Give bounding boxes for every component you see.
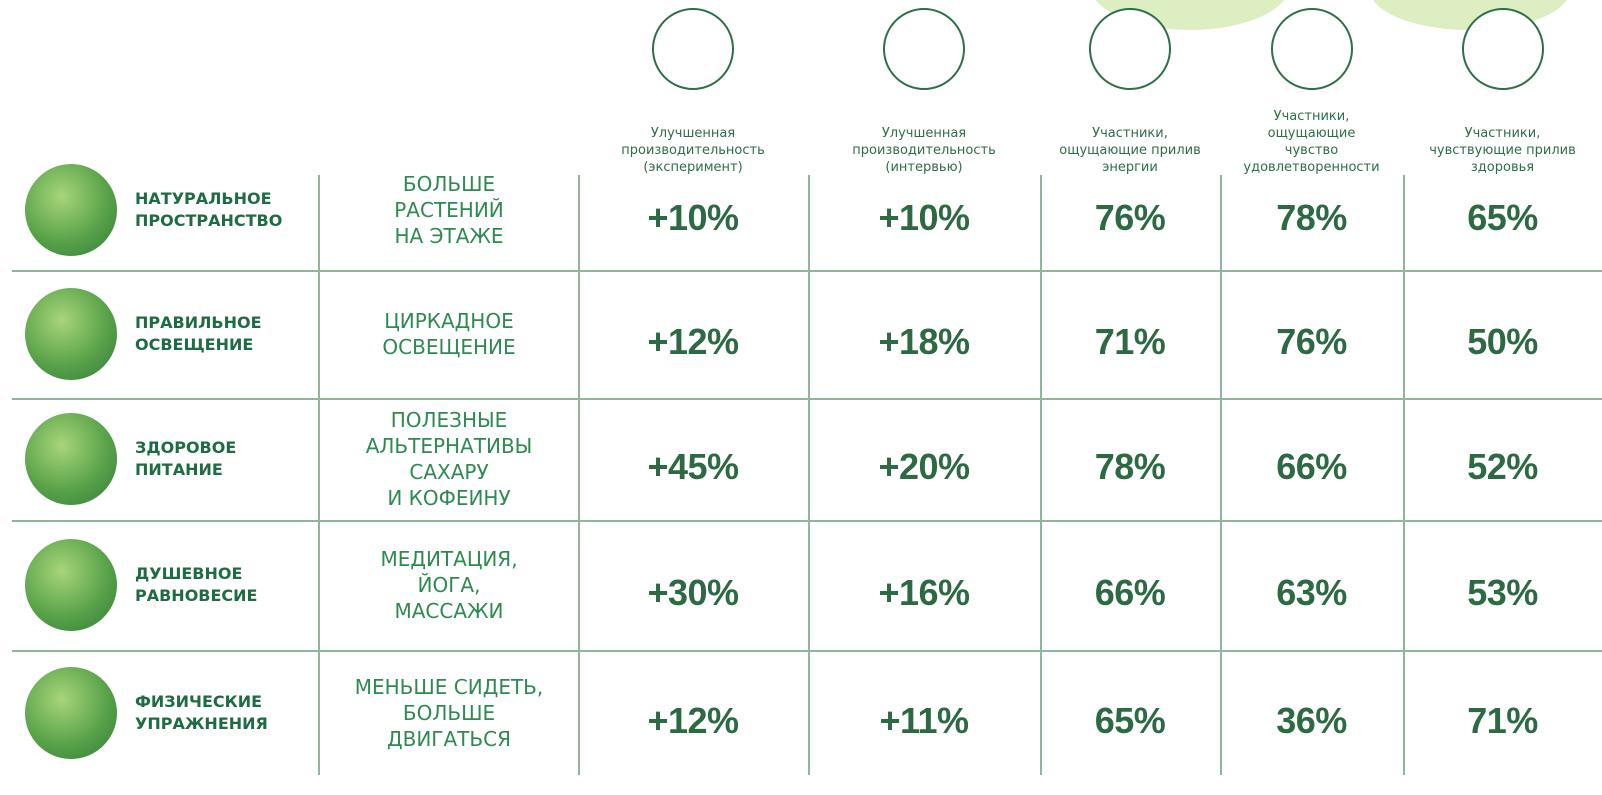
value: +10% — [578, 158, 808, 278]
value: +12% — [578, 658, 808, 783]
category-name: ЗДОРОВОЕ ПИТАНИЕ — [135, 398, 315, 520]
category-icon — [25, 288, 117, 380]
value: 76% — [1220, 278, 1403, 406]
value: 36% — [1220, 658, 1403, 783]
value: 71% — [1403, 658, 1602, 783]
value: 78% — [1220, 158, 1403, 278]
value: 50% — [1403, 278, 1602, 406]
column-icon — [1271, 8, 1353, 90]
value: +18% — [808, 278, 1040, 406]
value: +20% — [808, 406, 1040, 528]
category-name: ДУШЕВНОЕ РАВНОВЕСИЕ — [135, 520, 315, 650]
value: 53% — [1403, 528, 1602, 658]
value: 71% — [1040, 278, 1220, 406]
value: 65% — [1403, 158, 1602, 278]
category-icon — [25, 413, 117, 505]
category-name: ФИЗИЧЕСКИЕ УПРАЖНЕНИЯ — [135, 650, 315, 775]
value: 78% — [1040, 406, 1220, 528]
category-name: НАТУРАЛЬНОЕ ПРОСТРАНСТВО — [135, 150, 315, 270]
value: 66% — [1220, 406, 1403, 528]
value: 52% — [1403, 406, 1602, 528]
value: 66% — [1040, 528, 1220, 658]
intervention: МЕДИТАЦИЯ, ЙОГА, МАССАЖИ — [320, 520, 578, 650]
intervention: МЕНЬШЕ СИДЕТЬ, БОЛЬШЕ ДВИГАТЬСЯ — [320, 650, 578, 775]
category-icon — [25, 164, 117, 256]
infographic: Улучшенная производительность (экспериме… — [0, 0, 1602, 795]
value: 65% — [1040, 658, 1220, 783]
value: +12% — [578, 278, 808, 406]
category-icon — [25, 539, 117, 631]
value: +10% — [808, 158, 1040, 278]
column-icon — [652, 8, 734, 90]
intervention: БОЛЬШЕ РАСТЕНИЙ НА ЭТАЖЕ — [320, 150, 578, 270]
value: +30% — [578, 528, 808, 658]
value: 63% — [1220, 528, 1403, 658]
column-icon — [883, 8, 965, 90]
value: 76% — [1040, 158, 1220, 278]
value: +11% — [808, 658, 1040, 783]
column-icon — [1089, 8, 1171, 90]
category-name: ПРАВИЛЬНОЕ ОСВЕЩЕНИЕ — [135, 270, 315, 398]
intervention: ЦИРКАДНОЕ ОСВЕЩЕНИЕ — [320, 270, 578, 398]
column-icon — [1462, 8, 1544, 90]
category-icon — [25, 667, 117, 759]
intervention: ПОЛЕЗНЫЕ АЛЬТЕРНАТИВЫ САХАРУ И КОФЕИНУ — [320, 398, 578, 520]
value: +16% — [808, 528, 1040, 658]
value: +45% — [578, 406, 808, 528]
